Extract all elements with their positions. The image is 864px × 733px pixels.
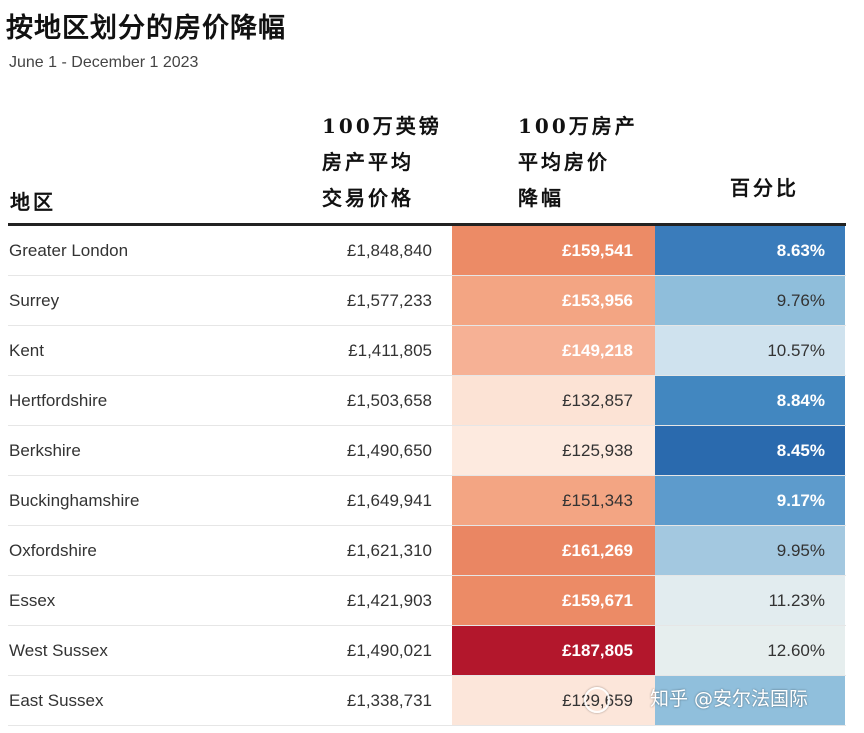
percentage-cell: 11.23% (655, 576, 845, 626)
price-drop-cell: £159,541 (452, 226, 655, 276)
column-header-price-drop: 100万房产 平均房价 降幅 (518, 108, 638, 216)
price-drop-cell: £187,805 (452, 626, 655, 676)
price-drop-cell: £159,671 (452, 576, 655, 626)
watermark: 知乎 @安尔法国际 (584, 682, 808, 716)
row-divider (8, 675, 846, 676)
percentage-cell: 8.45% (655, 426, 845, 476)
price-drop-cell: £149,218 (452, 326, 655, 376)
region-cell: Oxfordshire (9, 541, 97, 560)
row-divider (8, 275, 846, 276)
table-row: Essex £1,421,903 £159,671 11.23% (0, 576, 864, 626)
average-price-cell: £1,338,731 (346, 691, 432, 710)
watermark-text: 知乎 @安尔法国际 (650, 688, 809, 710)
header-rule (8, 223, 846, 226)
price-drop-cell: £161,269 (452, 526, 655, 576)
region-cell: East Sussex (9, 691, 104, 710)
column-header-line: 100万房产 (518, 114, 638, 138)
row-divider (8, 725, 846, 726)
region-cell: Essex (9, 591, 56, 610)
average-price-cell: £1,848,840 (346, 241, 432, 260)
chart-subtitle: June 1 - December 1 2023 (9, 54, 199, 71)
column-header-line: 100万英镑 (322, 114, 442, 138)
table-row: Surrey £1,577,233 £153,956 9.76% (0, 276, 864, 326)
price-drop-cell: £132,857 (452, 376, 655, 426)
table-row: East Sussex £1,338,731 £129,659 (0, 676, 864, 726)
region-cell: Berkshire (9, 441, 81, 460)
region-cell: Greater London (9, 241, 129, 260)
watermark-logo-icon (584, 686, 610, 713)
table-row: Oxfordshire £1,621,310 £161,269 9.95% (0, 526, 864, 576)
table-row: Greater London £1,848,840 £159,541 8.63% (0, 226, 864, 276)
column-header-line: 百分比 (730, 176, 799, 200)
table-row: West Sussex £1,490,021 £187,805 12.60% (0, 626, 864, 676)
average-price-cell: £1,411,805 (348, 341, 432, 360)
average-price-cell: £1,577,233 (346, 291, 432, 310)
percentage-cell: 9.76% (655, 276, 845, 326)
average-price-cell: £1,421,903 (346, 591, 432, 610)
percentage-cell: 8.63% (655, 226, 845, 276)
column-header-line: 平均房价 (518, 150, 610, 174)
column-header-region: 地区 (10, 184, 56, 220)
price-drop-cell: £125,938 (452, 426, 655, 476)
table-row: Kent £1,411,805 £149,218 10.57% (0, 326, 864, 376)
percentage-cell: 12.60% (655, 626, 845, 676)
row-divider (8, 325, 846, 326)
table-row: Buckinghamshire £1,649,941 £151,343 9.17% (0, 476, 864, 526)
average-price-cell: £1,503,658 (346, 391, 432, 410)
row-divider (8, 475, 846, 476)
row-divider (8, 425, 846, 426)
table-row: Berkshire £1,490,650 £125,938 8.45% (0, 426, 864, 476)
average-price-cell: £1,490,021 (346, 641, 432, 660)
row-divider (8, 375, 846, 376)
percentage-cell: 8.84% (655, 376, 845, 426)
percentage-cell (655, 676, 845, 726)
column-header-average-price: 100万英镑 房产平均 交易价格 (322, 108, 442, 216)
price-drop-cell: £153,956 (452, 276, 655, 326)
region-cell: Hertfordshire (9, 391, 108, 410)
row-divider (8, 525, 846, 526)
region-cell: West Sussex (9, 641, 108, 660)
percentage-cell: 9.17% (655, 476, 845, 526)
column-header-percentage: 百分比 (730, 170, 799, 206)
column-header-line: 地区 (10, 190, 56, 214)
column-header-line: 房产平均 (322, 150, 414, 174)
average-price-cell: £1,490,650 (346, 441, 432, 460)
data-table: Greater London £1,848,840 £159,541 8.63% Sur… (0, 226, 864, 726)
percentage-cell: 10.57% (655, 326, 845, 376)
column-header-line: 交易价格 (322, 186, 414, 210)
row-divider (8, 575, 846, 576)
column-header-line: 降幅 (518, 186, 564, 210)
row-divider (8, 625, 846, 626)
price-drop-cell: £151,343 (452, 476, 655, 526)
average-price-cell: £1,621,310 (346, 541, 432, 560)
chart-title: 按地区划分的房价降幅 (6, 13, 286, 44)
table-row: Hertfordshire £1,503,658 £132,857 8.84% (0, 376, 864, 426)
region-cell: Kent (9, 341, 44, 360)
region-cell: Surrey (9, 291, 60, 310)
region-cell: Buckinghamshire (9, 491, 140, 510)
average-price-cell: £1,649,941 (346, 491, 432, 510)
percentage-cell: 9.95% (655, 526, 845, 576)
